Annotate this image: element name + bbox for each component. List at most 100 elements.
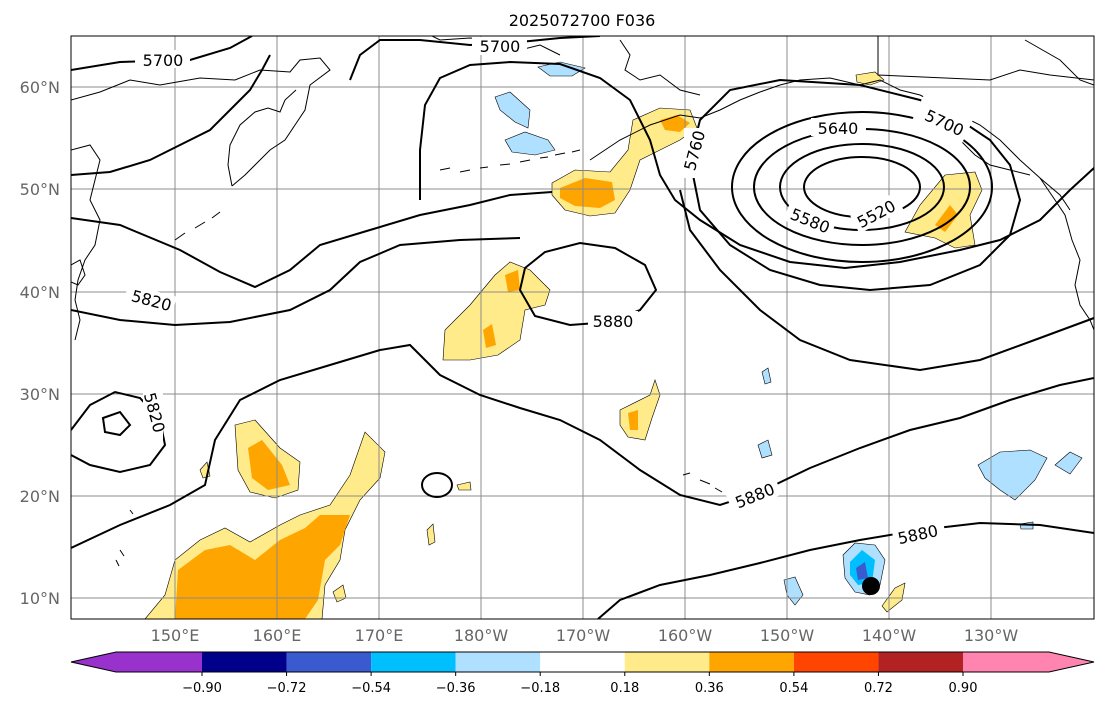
colorbar-tick-label: 0.36: [695, 681, 724, 696]
colorbar-tick-label: 0.18: [610, 681, 639, 696]
contour-labels: 5700 5700 5760 5700 5640 5580 5520 5820 …: [123, 37, 974, 550]
colorbar-segment: [624, 652, 710, 672]
contour-5700-low: [688, 78, 1022, 292]
lon-label: 150°E: [151, 626, 200, 645]
contour-label-5880-a: 5880: [593, 312, 634, 331]
colorbar-segment: [202, 652, 287, 672]
shade-small-c: [426, 523, 436, 546]
colorbar-tick-label: 0.54: [779, 681, 808, 696]
lat-label: 40°N: [20, 283, 60, 302]
colorbar-tick-label: 0.72: [864, 681, 893, 696]
coast-okhotsk: [71, 144, 101, 341]
contour-5880-tropic: [597, 521, 1094, 619]
colorbar-segment: [116, 652, 202, 672]
coast-kamchatka: [227, 89, 297, 187]
coast-asia-north: [71, 57, 331, 187]
colorbar-segment: [540, 652, 625, 672]
colorbar-extend-max: [1049, 652, 1094, 672]
shade-aleutian-core: [560, 178, 615, 208]
contour-5820-east: [679, 189, 1094, 372]
lat-label: 30°N: [20, 385, 60, 404]
colorbar-tick-label: −0.36: [436, 681, 476, 696]
colorbar: −0.90 −0.72 −0.54 −0.36 −0.18 0.18 0.36 0.54 0.7…: [70, 651, 1095, 696]
colorbar-segment: [709, 652, 794, 672]
lon-label: 150°W: [760, 626, 815, 645]
contour-label-5700-b: 5700: [480, 37, 521, 56]
contour-label-5640: 5640: [818, 119, 859, 138]
height-contours: [71, 36, 1094, 619]
colorbar-tick-label: −0.90: [182, 681, 222, 696]
lat-label: 10°N: [20, 589, 60, 608]
colorbar-tick-label: 0.90: [949, 681, 978, 696]
coast-canada: [877, 36, 1094, 81]
contour-5760-alaska: [419, 60, 1094, 270]
contour-5880-south: [71, 343, 1094, 549]
lon-label: 170°W: [556, 626, 611, 645]
shade-165w-core: [628, 410, 638, 430]
lon-label: 130°W: [964, 626, 1019, 645]
lon-label: 160°W: [658, 626, 713, 645]
lon-label: 140°W: [862, 626, 917, 645]
neg-east-b: [1054, 451, 1083, 475]
map-title: 2025072700 F036: [509, 11, 656, 30]
neg-east-d: [761, 367, 772, 385]
coast-bc: [1039, 177, 1094, 331]
shade-gulf-east: [904, 171, 983, 249]
contour-5700-bering: [349, 36, 601, 81]
neg-bering-a: [494, 91, 531, 129]
shade-wpac-core: [175, 515, 350, 619]
colorbar-tick-label: −0.18: [520, 681, 560, 696]
shade-alaska-top: [855, 71, 885, 86]
contour-5640: [731, 111, 993, 263]
latitude-labels: 60°N 50°N 40°N 30°N 20°N 10°N: [20, 78, 60, 608]
lon-label: 160°E: [253, 626, 302, 645]
contour-label-5700-a: 5700: [143, 51, 184, 70]
storm-center-dot: [862, 577, 880, 595]
coast-alaska-west: [619, 39, 701, 96]
map-area: [71, 36, 1094, 619]
shade-small-d: [456, 481, 472, 491]
colorbar-tick-label: −0.54: [351, 681, 391, 696]
colorbar-segment: [371, 652, 456, 672]
shaded-regions: [144, 61, 1083, 619]
shade-central: [442, 261, 551, 361]
neg-bering-b: [504, 131, 556, 156]
lon-label: 170°E: [355, 626, 404, 645]
colorbar-segment: [286, 652, 372, 672]
coastlines: [71, 36, 1094, 567]
neg-east-c: [757, 439, 773, 459]
colorbar-extend-min: [71, 652, 116, 672]
neg-east-a: [977, 449, 1048, 501]
contour-5760-west: [71, 54, 271, 176]
lon-label: 180°W: [454, 626, 509, 645]
contour-5880-central: [518, 241, 658, 327]
longitude-labels: 150°E 160°E 170°E 180°W 170°W 160°W 150°…: [151, 626, 1019, 645]
shade-gulf-east-core: [935, 205, 958, 232]
coast-hokkaido: [71, 259, 86, 286]
contour-5880-small-west: [101, 410, 132, 437]
colorbar-tick-label: −0.72: [267, 681, 307, 696]
coast-islands-west: [115, 509, 134, 567]
contour-5820: [71, 191, 553, 289]
contour-5820-sw: [71, 237, 521, 327]
shade-wpac-north-core: [248, 440, 290, 490]
contour-5880-small: [421, 472, 453, 498]
colorbar-segment: [878, 652, 963, 672]
neg-bering-c: [537, 61, 586, 77]
coast-inland: [1024, 39, 1094, 86]
colorbar-segment: [963, 652, 1049, 672]
shade-central-core2: [483, 324, 496, 348]
coast-aleutians: [439, 149, 581, 173]
lat-label: 20°N: [20, 487, 60, 506]
lat-label: 60°N: [20, 78, 60, 97]
coast-kurils: [174, 211, 221, 241]
colorbar-segment: [455, 652, 541, 672]
lat-label: 50°N: [20, 180, 60, 199]
colorbar-outline: [70, 651, 1095, 673]
shade-central-core: [505, 270, 520, 292]
neg-storm-core: [856, 562, 868, 580]
colorbar-segment: [793, 652, 879, 672]
map-frame: [70, 35, 1095, 620]
coast-hawaii: [682, 472, 733, 501]
